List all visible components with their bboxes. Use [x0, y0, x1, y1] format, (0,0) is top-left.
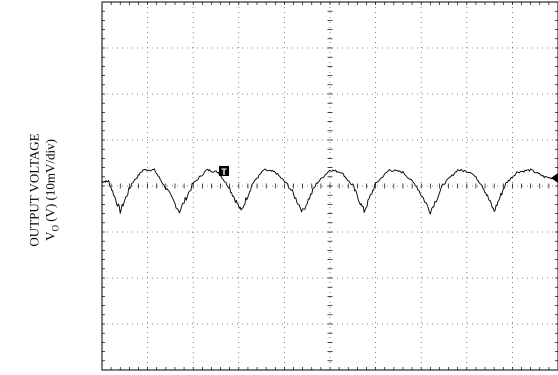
center-tick-marks [101, 1, 558, 371]
plot-frame [101, 1, 558, 371]
y-axis-label-line1: OUTPUT VOLTAGE [26, 133, 42, 247]
y-axis-label: OUTPUT VOLTAGE VO (V) (10mV/div) [27, 133, 64, 246]
ground-level-arrow [551, 173, 558, 183]
y-axis-label-subscript: O [50, 225, 61, 232]
y-axis-label-symbol: V [42, 231, 58, 241]
y-axis-label-units: (V) (10mV/div) [42, 139, 58, 226]
output-voltage-trace [101, 168, 558, 215]
trigger-marker-label: T [221, 167, 227, 177]
trigger-marker: T [219, 166, 229, 177]
y-axis-label-line2: VO (V) (10mV/div) [43, 133, 64, 246]
y-axis-label-area: OUTPUT VOLTAGE VO (V) (10mV/div) [0, 0, 90, 375]
